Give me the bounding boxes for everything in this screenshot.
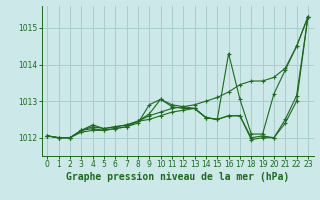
X-axis label: Graphe pression niveau de la mer (hPa): Graphe pression niveau de la mer (hPa) (66, 172, 289, 182)
